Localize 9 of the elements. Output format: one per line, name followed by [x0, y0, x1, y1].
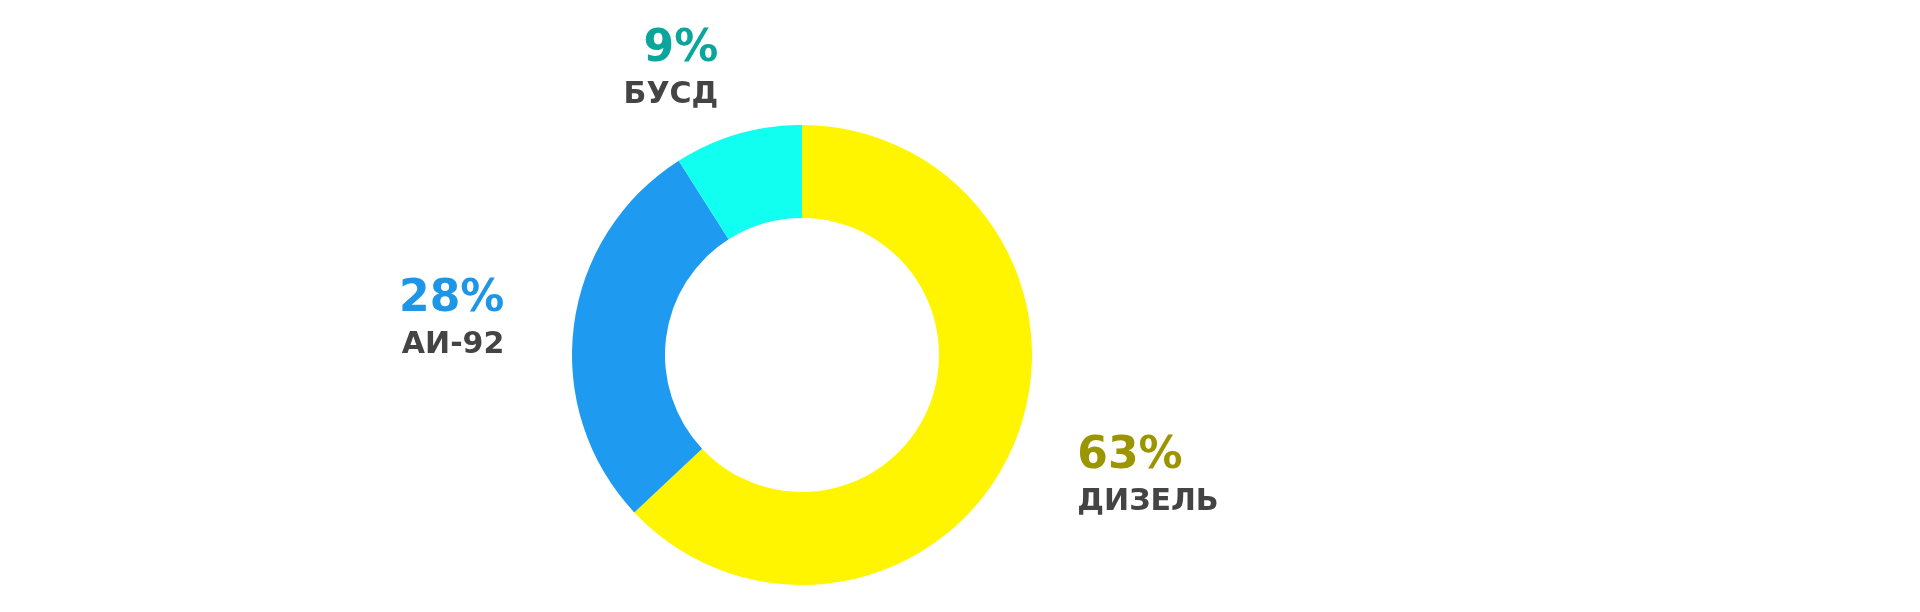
- donut-slice: [634, 125, 1032, 585]
- slice-label: ДИЗЕЛЬ: [1077, 482, 1219, 518]
- data-label: 28%: [399, 270, 505, 322]
- data-label: 63%: [1077, 427, 1183, 479]
- donut-slice: [572, 160, 729, 513]
- data-label: 9%: [643, 19, 719, 71]
- slice-label: БУСД: [623, 74, 719, 110]
- slice-label: АИ-92: [401, 325, 505, 361]
- donut-slice: [678, 125, 802, 240]
